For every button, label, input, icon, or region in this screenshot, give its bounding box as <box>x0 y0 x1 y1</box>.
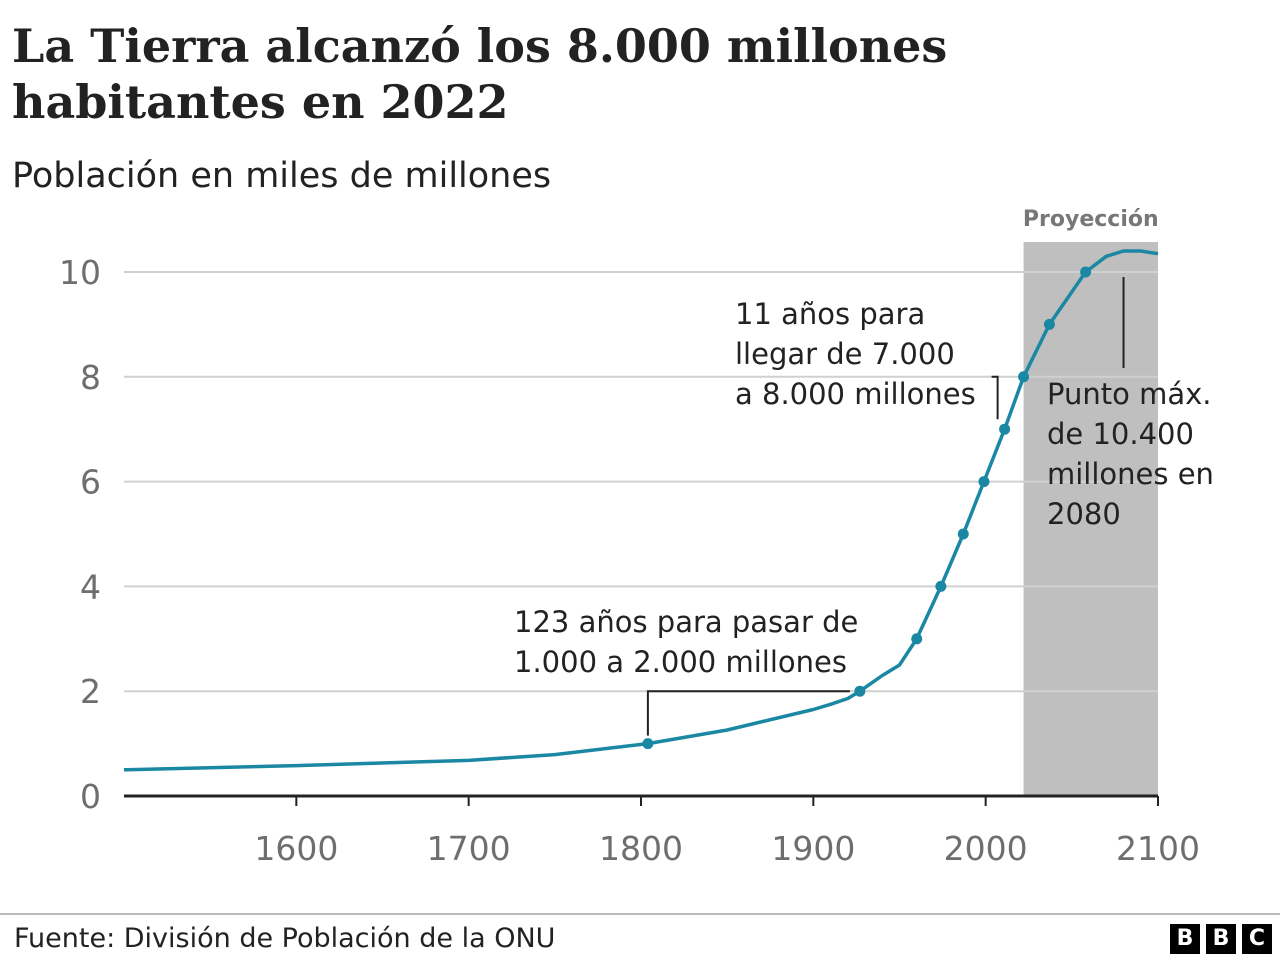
bbc-logo-block: C <box>1242 924 1272 954</box>
y-tick-label: 8 <box>80 358 101 397</box>
x-tick-label: 1600 <box>254 829 338 868</box>
axis-layer: 0 2 4 6 8 10 1600 1700 1800 1900 2000 2100 <box>59 253 1200 868</box>
milestone-point <box>957 528 969 540</box>
milestone-point <box>935 580 947 592</box>
annotation-123-years-line: 1.000 a 2.000 millones <box>514 645 847 679</box>
footer: Fuente: División de Población de la ONU … <box>0 913 1280 960</box>
x-tick-label: 2100 <box>1116 829 1200 868</box>
source-note: Fuente: División de Población de la ONU <box>14 923 556 954</box>
bracket-123-years <box>646 690 850 736</box>
series-layer <box>123 249 1159 772</box>
y-tick-label: 0 <box>80 777 101 816</box>
milestone-point <box>911 633 923 645</box>
annotation-peak-line: millones en <box>1047 457 1214 491</box>
milestone-point <box>1043 318 1055 330</box>
annotation-peak-line: de 10.400 <box>1047 417 1194 451</box>
chart-subtitle: Población en miles de millones <box>12 156 552 196</box>
milestone-point <box>1018 371 1030 383</box>
milestone-point <box>999 423 1011 435</box>
x-tick-label: 1900 <box>771 829 855 868</box>
bbc-logo-block: B <box>1206 924 1236 954</box>
x-tick-label: 1800 <box>599 829 683 868</box>
milestone-point <box>978 476 990 488</box>
y-tick-label: 10 <box>59 253 101 292</box>
annotation-11-years-line: a 8.000 millones <box>735 377 976 411</box>
annotation-peak-line: 2080 <box>1047 497 1121 531</box>
bracket-11-years <box>991 375 999 420</box>
x-tick-label: 2000 <box>944 829 1028 868</box>
annotation-11-years-line: llegar de 7.000 <box>735 337 955 371</box>
annotation-123-years-line: 123 años para pasar de <box>514 605 858 639</box>
label-layer: 123 años para pasar de 1.000 a 2.000 mill… <box>514 297 1214 679</box>
bbc-logo: B B C <box>1170 924 1272 954</box>
bbc-logo-block: B <box>1170 924 1200 954</box>
y-tick-label: 2 <box>80 672 101 711</box>
milestone-point <box>1080 266 1092 278</box>
projection-label: Proyección <box>1023 207 1159 232</box>
milestone-point <box>642 738 654 750</box>
annotation-11-years-line: 11 años para <box>735 297 925 331</box>
annotation-peak-line: Punto máx. <box>1047 377 1211 411</box>
x-tick-label: 1700 <box>427 829 511 868</box>
y-tick-label: 4 <box>80 567 101 606</box>
chart-title: La Tierra alcanzó los 8.000 millones hab… <box>12 19 948 129</box>
y-tick-label: 6 <box>80 463 101 502</box>
milestone-point <box>854 685 866 697</box>
annotation-layer <box>646 277 1125 736</box>
